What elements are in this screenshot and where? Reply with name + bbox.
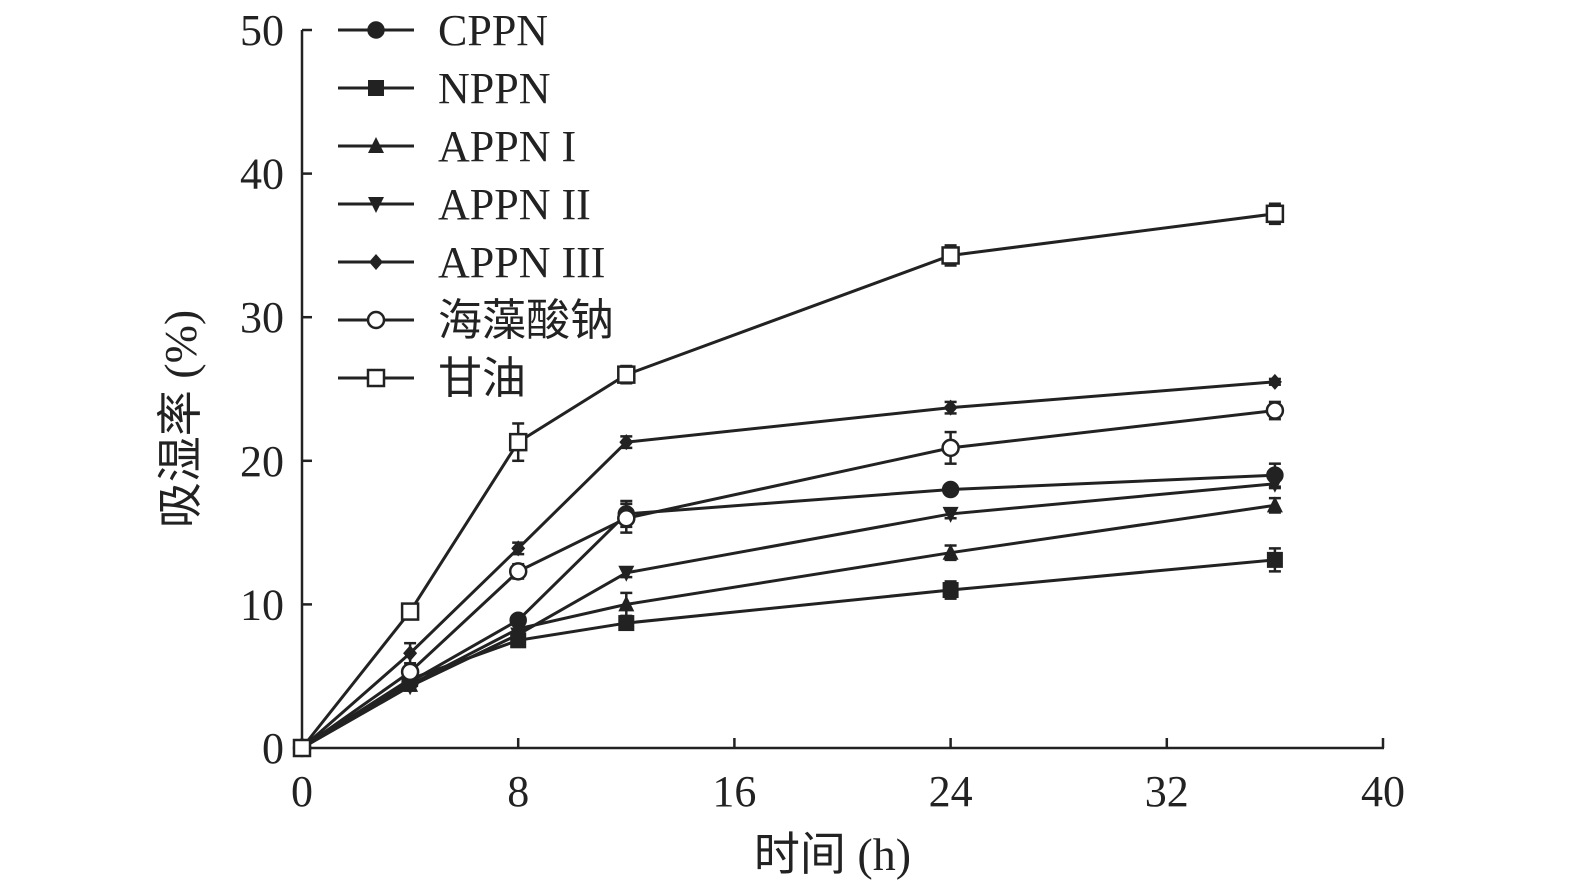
data-point (618, 595, 635, 612)
data-point (617, 365, 636, 384)
series-line (301, 409, 1276, 750)
data-point (1265, 401, 1285, 420)
series-line (301, 558, 1276, 750)
data-point (1265, 204, 1285, 224)
y-tick-label: 0 (262, 724, 284, 773)
x-tick-label: 40 (1361, 767, 1405, 816)
series-4 (294, 476, 1283, 757)
x-tick-label: 24 (929, 767, 973, 816)
series-line (301, 473, 1275, 750)
data-point (618, 615, 635, 632)
legend-entry: NPPN (338, 64, 551, 113)
legend-marker (368, 80, 384, 96)
legend-label: 海藻酸钠 (438, 296, 614, 345)
data-point (1266, 476, 1283, 493)
data-point (619, 434, 634, 451)
data-point (1267, 373, 1282, 390)
y-axis-title: 吸湿率 (%) (155, 310, 206, 528)
legend-label: CPPN (438, 6, 548, 55)
data-point (943, 399, 958, 416)
axes: 0 8 16 24 32 40 0 10 20 30 40 50 (240, 6, 1405, 816)
x-tick-label: 32 (1145, 767, 1189, 816)
data-point (1266, 551, 1283, 568)
x-tick-label: 0 (291, 767, 313, 816)
data-point (292, 738, 312, 758)
x-axis-title: 时间 (h) (754, 829, 911, 880)
legend-marker (369, 254, 383, 270)
legend-marker (368, 197, 384, 213)
data-point (942, 543, 959, 560)
data-point (941, 438, 960, 458)
series-7 (292, 202, 1285, 758)
legend-label: APPN II (438, 180, 591, 229)
series-layer (292, 202, 1285, 758)
data-point (942, 506, 959, 523)
legend-entry: 海藻酸钠 (338, 296, 614, 345)
series-1 (293, 462, 1284, 757)
legend-label: APPN I (438, 122, 576, 171)
data-point (511, 540, 526, 557)
legend-marker (367, 21, 385, 39)
series-line (301, 503, 1276, 750)
series-line (300, 212, 1276, 749)
data-point (403, 645, 418, 662)
legend-label: 甘油 (438, 354, 526, 403)
legend-marker (366, 310, 386, 330)
data-point (941, 480, 960, 499)
data-point (617, 508, 636, 528)
x-tick-label: 16 (712, 767, 756, 816)
data-point (510, 627, 527, 644)
data-point (508, 432, 528, 452)
legend-entry: APPN III (338, 238, 605, 287)
y-tick-label: 20 (240, 437, 284, 486)
data-point (618, 565, 635, 582)
data-point (1266, 496, 1283, 513)
legend-marker (366, 368, 386, 388)
legend-entry: APPN I (338, 122, 576, 171)
legend-entry: APPN II (338, 180, 591, 229)
data-point (400, 602, 420, 621)
legend-label: NPPN (438, 64, 551, 113)
series-3 (294, 496, 1283, 755)
legend-entry: 甘油 (338, 354, 526, 403)
series-5 (295, 373, 1282, 756)
data-point (508, 562, 528, 581)
legend-marker (368, 137, 384, 153)
series-line (301, 380, 1276, 750)
y-tick-label: 10 (240, 580, 284, 629)
y-tick-label: 40 (240, 150, 284, 199)
y-tick-label: 50 (240, 6, 284, 55)
series-line (301, 482, 1276, 750)
y-tick-label: 30 (240, 293, 284, 342)
series-6 (292, 400, 1285, 758)
data-point (942, 582, 959, 599)
legend-label: APPN III (438, 238, 605, 287)
data-point (941, 246, 960, 265)
data-point (402, 679, 419, 696)
legend-entry: CPPN (338, 6, 548, 55)
x-tick-label: 8 (507, 767, 529, 816)
data-point (400, 662, 420, 682)
